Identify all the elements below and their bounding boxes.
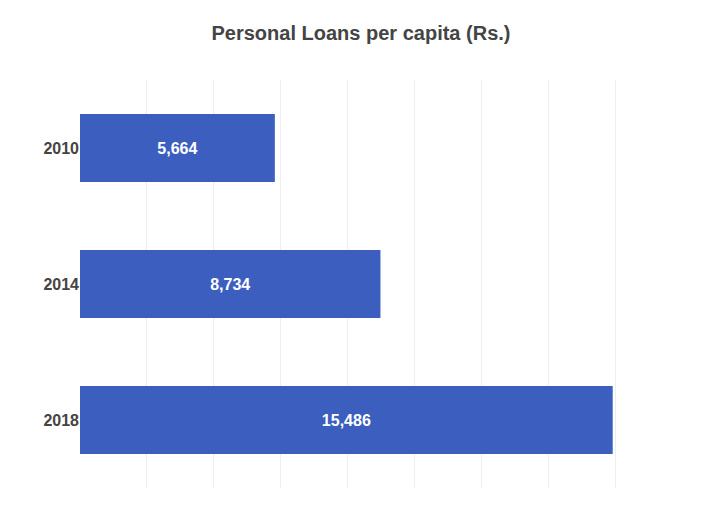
svg-text:2014: 2014 [43, 276, 79, 293]
svg-text:2018: 2018 [43, 412, 79, 429]
svg-text:15,486: 15,486 [322, 412, 371, 429]
svg-text:Personal Loans per capita (Rs.: Personal Loans per capita (Rs.) [212, 22, 511, 44]
svg-text:8,734: 8,734 [210, 276, 250, 293]
svg-text:5,664: 5,664 [157, 140, 197, 157]
svg-text:2010: 2010 [43, 140, 79, 157]
